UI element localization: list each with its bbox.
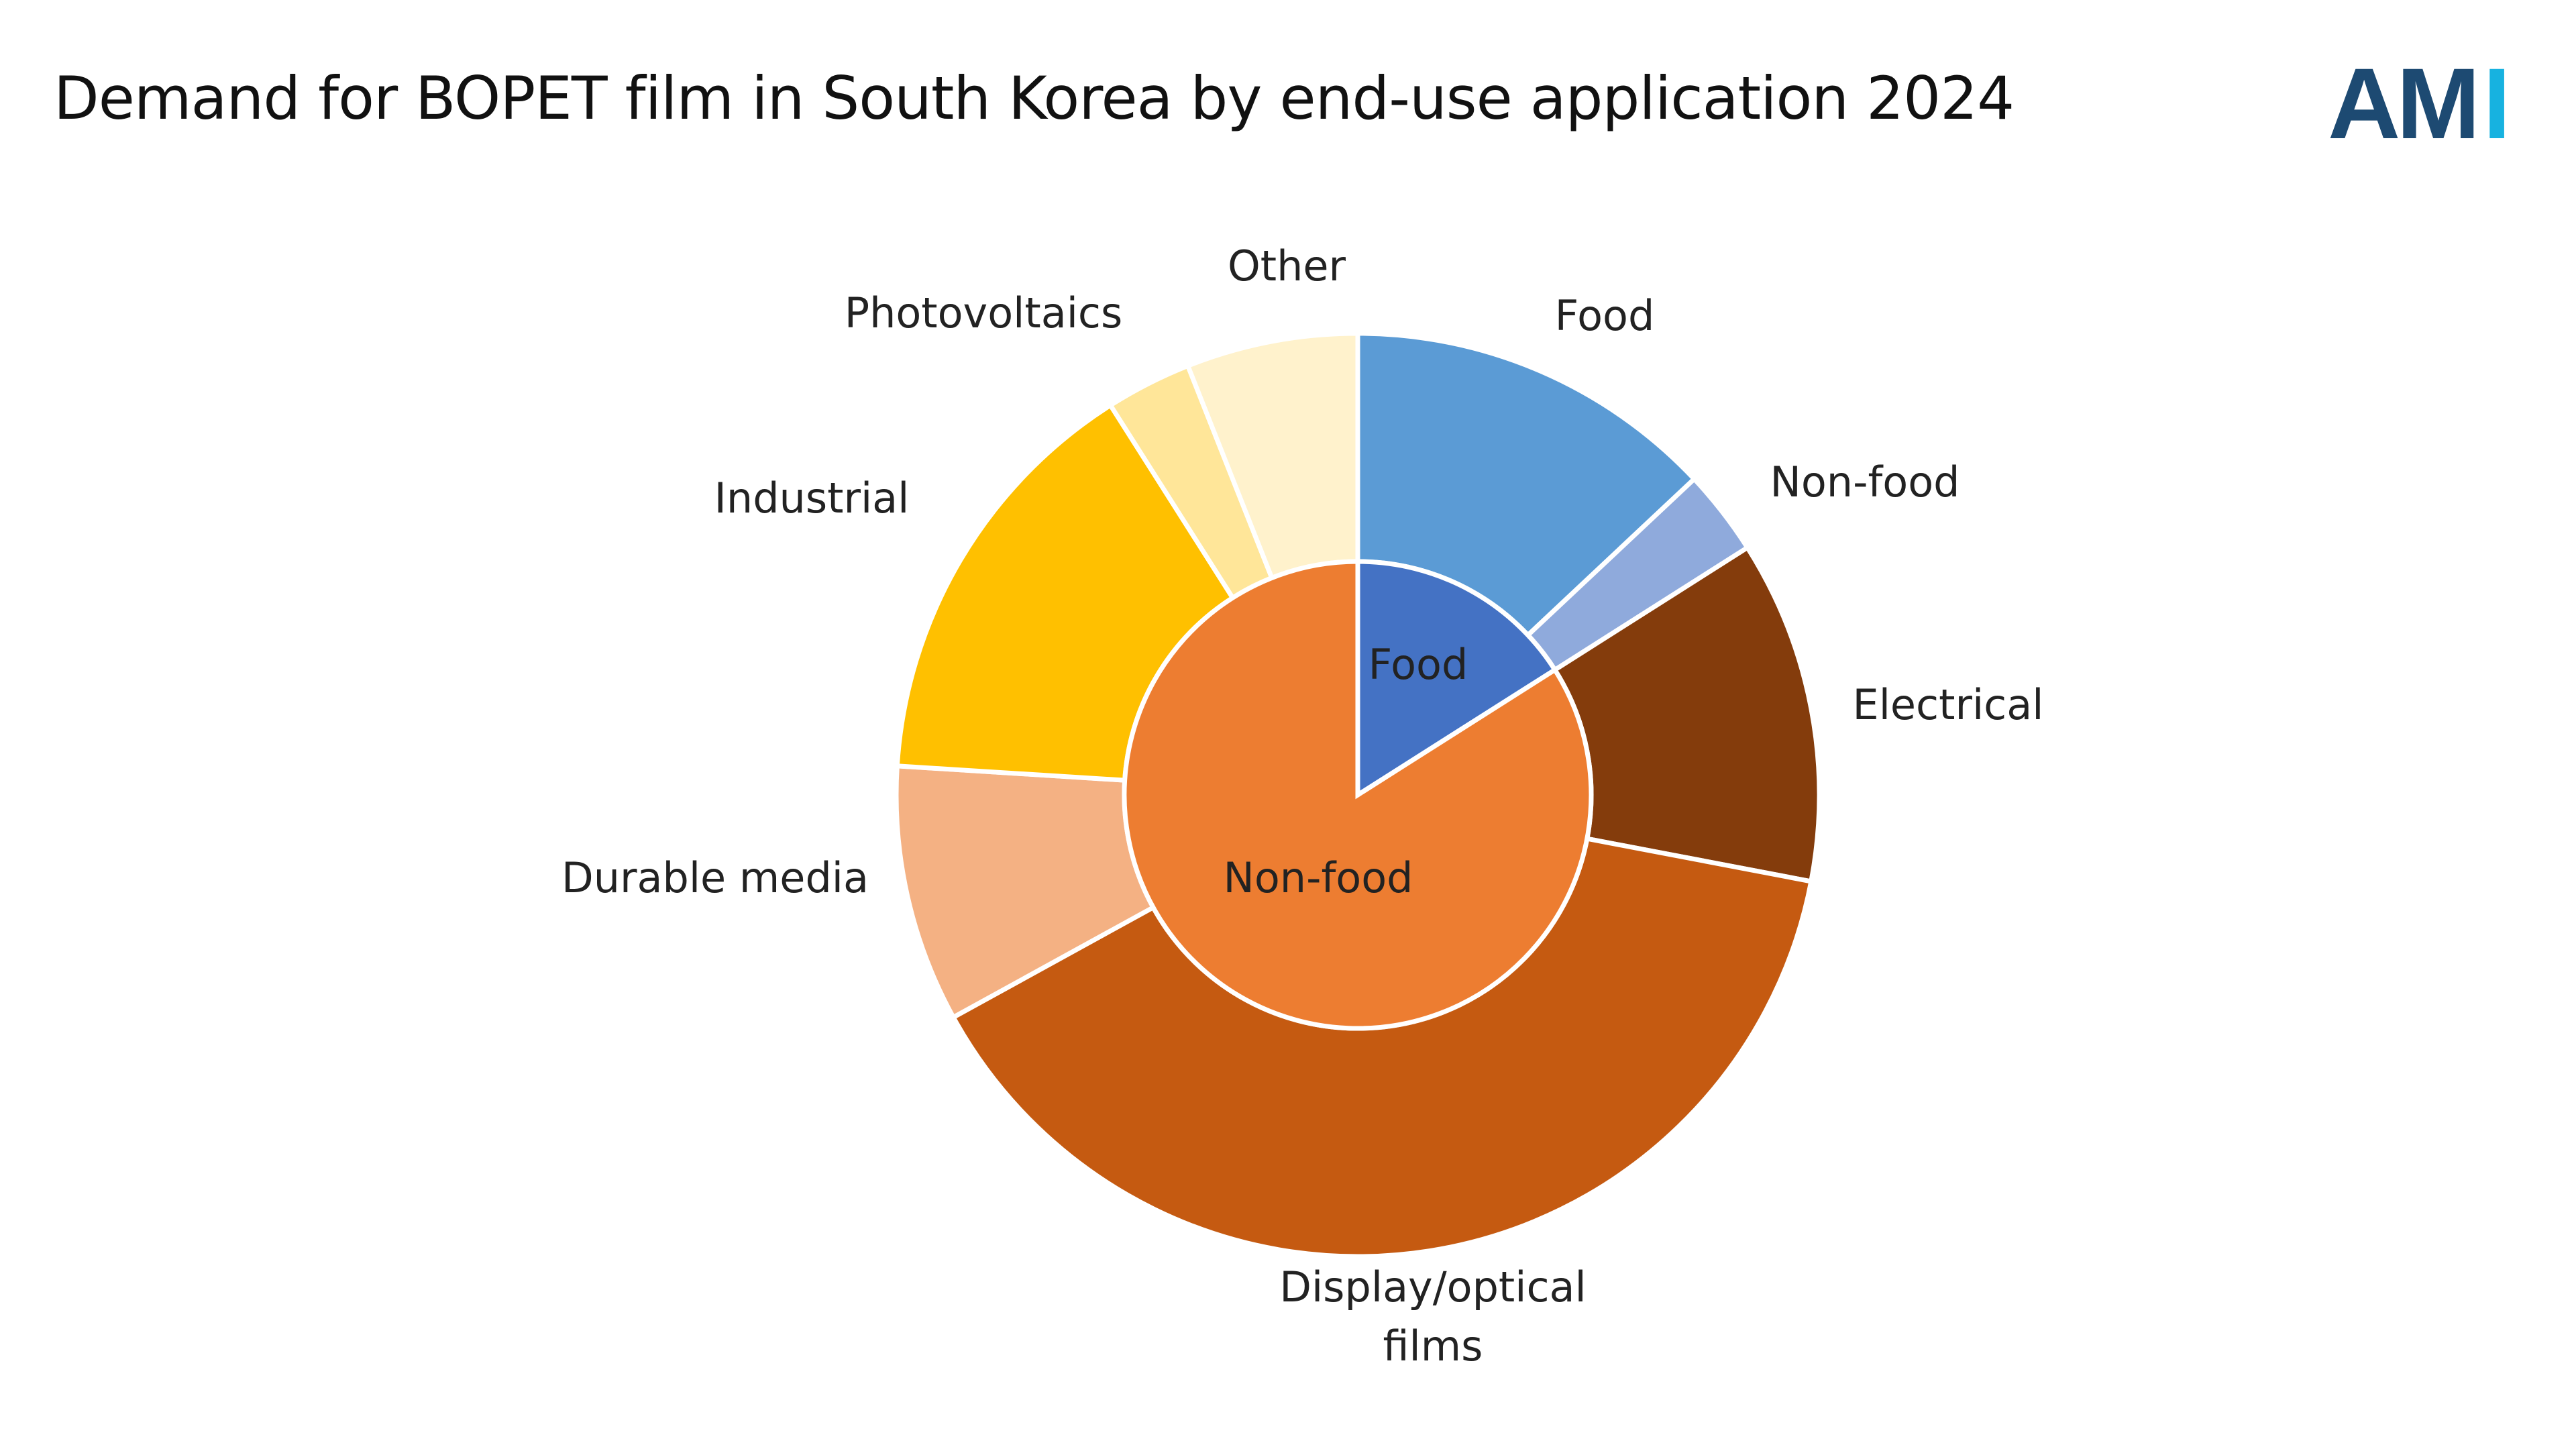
outer-label-display-optical-films: Display/optical films: [1279, 1263, 1587, 1371]
inner-slice-non-food: [1122, 559, 1594, 1031]
outer-label-non-food: Non-food: [1770, 458, 1960, 506]
outer-label-electrical: Electrical: [1853, 680, 2044, 729]
logo-text-light: I: [2483, 59, 2507, 146]
outer-label-industrial: Industrial: [714, 474, 910, 523]
outer-label-food: Food: [1555, 291, 1655, 340]
inner-slice-food: [1355, 559, 1558, 800]
svg-text:AMI: AMI: [2328, 59, 2507, 146]
outer-label-other: Other: [1228, 241, 1346, 290]
inner-label-food: Food: [1368, 640, 1468, 689]
ami-logo: AMI: [2328, 59, 2511, 146]
chart-title: Demand for BOPET film in South Korea by …: [54, 64, 2015, 133]
inner-label-non-food: Non-food: [1223, 853, 1413, 902]
logo-text-dark: AM: [2328, 59, 2476, 146]
outer-label-photovoltaics: Photovoltaics: [845, 288, 1123, 337]
outer-label-durable-media: Durable media: [561, 853, 869, 902]
